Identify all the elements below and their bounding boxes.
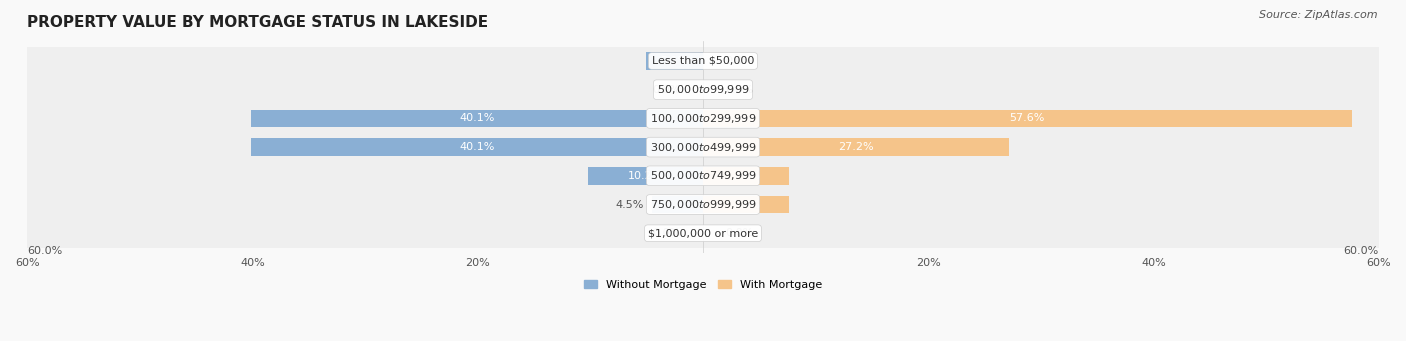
Text: $1,000,000 or more: $1,000,000 or more xyxy=(648,228,758,238)
Text: Source: ZipAtlas.com: Source: ZipAtlas.com xyxy=(1260,10,1378,20)
Text: 0.0%: 0.0% xyxy=(725,228,754,238)
Text: 60.0%: 60.0% xyxy=(27,246,62,256)
Text: $750,000 to $999,999: $750,000 to $999,999 xyxy=(650,198,756,211)
Bar xyxy=(588,167,703,185)
Bar xyxy=(645,52,703,70)
Bar xyxy=(703,167,789,185)
Text: 40.1%: 40.1% xyxy=(460,114,495,123)
Bar xyxy=(27,47,1379,75)
Text: 0.0%: 0.0% xyxy=(725,56,754,66)
Text: Less than $50,000: Less than $50,000 xyxy=(652,56,754,66)
Text: PROPERTY VALUE BY MORTGAGE STATUS IN LAKESIDE: PROPERTY VALUE BY MORTGAGE STATUS IN LAK… xyxy=(27,15,488,30)
Text: 0.0%: 0.0% xyxy=(652,228,681,238)
Bar xyxy=(27,162,1379,190)
Bar xyxy=(27,104,1379,133)
Bar xyxy=(27,133,1379,162)
Text: $300,000 to $499,999: $300,000 to $499,999 xyxy=(650,140,756,153)
Text: 7.6%: 7.6% xyxy=(731,199,761,209)
Bar xyxy=(252,138,703,156)
Text: 0.0%: 0.0% xyxy=(725,85,754,95)
Text: 7.6%: 7.6% xyxy=(731,171,761,181)
Bar xyxy=(27,75,1379,104)
Text: $100,000 to $299,999: $100,000 to $299,999 xyxy=(650,112,756,125)
Text: 5.1%: 5.1% xyxy=(661,56,689,66)
Bar xyxy=(703,109,1351,127)
Bar xyxy=(27,190,1379,219)
Text: $500,000 to $749,999: $500,000 to $749,999 xyxy=(650,169,756,182)
Text: 40.1%: 40.1% xyxy=(460,142,495,152)
Text: 10.2%: 10.2% xyxy=(628,171,664,181)
Bar xyxy=(703,138,1010,156)
Text: 60.0%: 60.0% xyxy=(1344,246,1379,256)
Bar xyxy=(252,109,703,127)
Bar xyxy=(27,219,1379,248)
Legend: Without Mortgage, With Mortgage: Without Mortgage, With Mortgage xyxy=(579,276,827,295)
Text: 0.0%: 0.0% xyxy=(652,85,681,95)
Text: $50,000 to $99,999: $50,000 to $99,999 xyxy=(657,83,749,96)
Text: 57.6%: 57.6% xyxy=(1010,114,1045,123)
Bar xyxy=(703,196,789,213)
Text: 27.2%: 27.2% xyxy=(838,142,875,152)
Bar xyxy=(652,196,703,213)
Text: 4.5%: 4.5% xyxy=(614,199,644,209)
